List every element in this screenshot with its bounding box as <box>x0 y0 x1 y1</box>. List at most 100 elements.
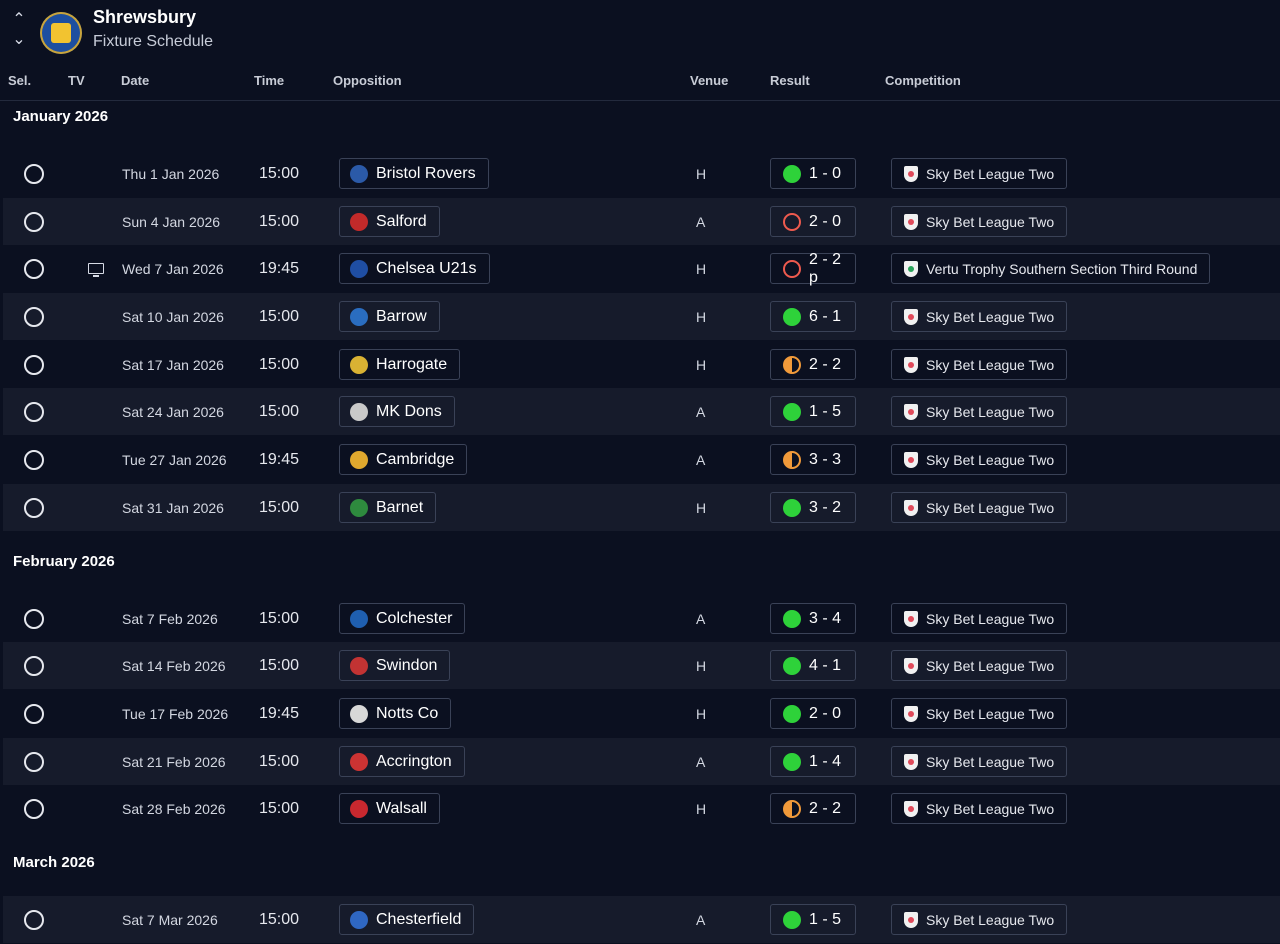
result-cell[interactable]: 1 - 4 <box>770 738 856 785</box>
opposition-button[interactable]: Cambridge <box>339 444 468 475</box>
opposition-button[interactable]: Barnet <box>339 492 437 523</box>
competition-cell[interactable]: Vertu Trophy Southern Section Third Roun… <box>891 245 1211 292</box>
table-row[interactable]: Thu 1 Jan 2026 15:00 Bristol Rovers H 1 - 0 S… <box>3 150 1280 197</box>
opposition-button[interactable]: Bristol Rovers <box>339 158 489 189</box>
result-score[interactable]: 3 - 4 <box>809 609 842 627</box>
opposition-cell[interactable]: Bristol Rovers <box>339 150 489 197</box>
opposition-name[interactable]: Chesterfield <box>376 910 462 928</box>
competition-cell[interactable]: Sky Bet League Two <box>891 293 1068 340</box>
result-score[interactable]: 1 - 5 <box>809 402 842 420</box>
opposition-button[interactable]: Accrington <box>339 746 465 777</box>
result-button[interactable]: 2 - 0 <box>770 206 856 237</box>
column-header-time[interactable]: Time <box>254 73 285 88</box>
result-button[interactable]: 1 - 4 <box>770 746 856 777</box>
opposition-button[interactable]: Notts Co <box>339 698 452 729</box>
result-button[interactable]: 3 - 3 <box>770 444 856 475</box>
chevron-up-icon[interactable]: ⌃ <box>12 11 26 28</box>
opposition-cell[interactable]: Chesterfield <box>339 896 475 943</box>
column-header-tv[interactable]: TV <box>68 73 85 88</box>
table-row[interactable]: Wed 7 Jan 2026 19:45 Chelsea U21s H 2 - 2 p V… <box>3 245 1280 292</box>
select-radio[interactable] <box>24 910 44 930</box>
result-cell[interactable]: 6 - 1 <box>770 293 856 340</box>
result-button[interactable]: 2 - 2 <box>770 349 856 380</box>
result-score[interactable]: 4 - 1 <box>809 656 842 674</box>
club-crest-icon[interactable] <box>40 12 82 54</box>
competition-name[interactable]: Sky Bet League Two <box>926 165 1055 182</box>
competition-name[interactable]: Sky Bet League Two <box>926 213 1055 230</box>
opposition-name[interactable]: Barnet <box>376 498 424 516</box>
select-radio[interactable] <box>24 450 44 470</box>
select-radio[interactable] <box>24 704 44 724</box>
opposition-name[interactable]: MK Dons <box>376 402 442 420</box>
competition-cell[interactable]: Sky Bet League Two <box>891 595 1068 642</box>
result-button[interactable]: 4 - 1 <box>770 650 856 681</box>
competition-cell[interactable]: Sky Bet League Two <box>891 484 1068 531</box>
competition-button[interactable]: Sky Bet League Two <box>891 492 1068 523</box>
opposition-name[interactable]: Chelsea U21s <box>376 259 477 277</box>
table-row[interactable]: Sat 7 Feb 2026 15:00 Colchester A 3 - 4 Sky B… <box>3 595 1280 642</box>
opposition-cell[interactable]: Swindon <box>339 642 451 689</box>
table-row[interactable]: Sat 10 Jan 2026 15:00 Barrow H 6 - 1 Sky Bet … <box>3 293 1280 340</box>
select-radio[interactable] <box>24 609 44 629</box>
competition-button[interactable]: Sky Bet League Two <box>891 904 1068 935</box>
result-cell[interactable]: 2 - 0 <box>770 690 856 737</box>
result-score[interactable]: 1 - 0 <box>809 164 842 182</box>
competition-name[interactable]: Sky Bet League Two <box>926 800 1055 817</box>
select-radio[interactable] <box>24 498 44 518</box>
opposition-name[interactable]: Swindon <box>376 656 438 674</box>
table-row[interactable]: Sat 28 Feb 2026 15:00 Walsall H 2 - 2 Sky Bet… <box>3 785 1280 832</box>
result-cell[interactable]: 2 - 2 <box>770 785 856 832</box>
opposition-button[interactable]: Barrow <box>339 301 440 332</box>
competition-button[interactable]: Vertu Trophy Southern Section Third Roun… <box>891 253 1211 284</box>
select-radio[interactable] <box>24 799 44 819</box>
result-cell[interactable]: 2 - 0 <box>770 198 856 245</box>
competition-name[interactable]: Sky Bet League Two <box>926 451 1055 468</box>
competition-cell[interactable]: Sky Bet League Two <box>891 738 1068 785</box>
result-cell[interactable]: 1 - 5 <box>770 388 856 435</box>
competition-name[interactable]: Sky Bet League Two <box>926 403 1055 420</box>
opposition-cell[interactable]: MK Dons <box>339 388 455 435</box>
select-radio[interactable] <box>24 752 44 772</box>
result-cell[interactable]: 3 - 2 <box>770 484 856 531</box>
table-row[interactable]: Tue 27 Jan 2026 19:45 Cambridge A 3 - 3 Sky B… <box>3 436 1280 483</box>
opposition-button[interactable]: Walsall <box>339 793 440 824</box>
result-button[interactable]: 1 - 0 <box>770 158 856 189</box>
competition-name[interactable]: Sky Bet League Two <box>926 308 1055 325</box>
column-header-venue[interactable]: Venue <box>690 73 729 88</box>
select-radio[interactable] <box>24 402 44 422</box>
column-header-sel[interactable]: Sel. <box>8 73 32 88</box>
opposition-name[interactable]: Cambridge <box>376 450 455 468</box>
chevron-down-icon[interactable]: ⌄ <box>12 31 26 48</box>
competition-button[interactable]: Sky Bet League Two <box>891 444 1068 475</box>
result-score[interactable]: 2 - 0 <box>809 212 842 230</box>
competition-button[interactable]: Sky Bet League Two <box>891 206 1068 237</box>
opposition-name[interactable]: Barrow <box>376 307 427 325</box>
opposition-cell[interactable]: Walsall <box>339 785 440 832</box>
opposition-name[interactable]: Walsall <box>376 799 427 817</box>
result-score[interactable]: 2 - 2 <box>809 355 842 373</box>
table-row[interactable]: Sat 17 Jan 2026 15:00 Harrogate H 2 - 2 Sky B… <box>3 341 1280 388</box>
competition-cell[interactable]: Sky Bet League Two <box>891 785 1068 832</box>
result-score[interactable]: 2 - 2 <box>809 799 842 817</box>
select-radio[interactable] <box>24 259 44 279</box>
competition-button[interactable]: Sky Bet League Two <box>891 793 1068 824</box>
table-row[interactable]: Tue 17 Feb 2026 19:45 Notts Co H 2 - 0 Sky Be… <box>3 690 1280 737</box>
result-button[interactable]: 1 - 5 <box>770 396 856 427</box>
table-row[interactable]: Sat 14 Feb 2026 15:00 Swindon H 4 - 1 Sky Bet… <box>3 642 1280 689</box>
competition-cell[interactable]: Sky Bet League Two <box>891 388 1068 435</box>
opposition-cell[interactable]: Barnet <box>339 484 437 531</box>
result-button[interactable]: 1 - 5 <box>770 904 856 935</box>
competition-button[interactable]: Sky Bet League Two <box>891 650 1068 681</box>
competition-cell[interactable]: Sky Bet League Two <box>891 896 1068 943</box>
table-row[interactable]: Sat 7 Mar 2026 15:00 Chesterfield A 1 - 5 Sky… <box>3 896 1280 943</box>
result-score[interactable]: 1 - 5 <box>809 910 842 928</box>
column-header-result[interactable]: Result <box>770 73 810 88</box>
competition-button[interactable]: Sky Bet League Two <box>891 746 1068 777</box>
competition-name[interactable]: Sky Bet League Two <box>926 356 1055 373</box>
competition-button[interactable]: Sky Bet League Two <box>891 349 1068 380</box>
competition-cell[interactable]: Sky Bet League Two <box>891 642 1068 689</box>
opposition-name[interactable]: Notts Co <box>376 704 439 722</box>
opposition-button[interactable]: Chelsea U21s <box>339 253 490 284</box>
result-button[interactable]: 2 - 2 p <box>770 251 856 286</box>
opposition-name[interactable]: Harrogate <box>376 355 448 373</box>
